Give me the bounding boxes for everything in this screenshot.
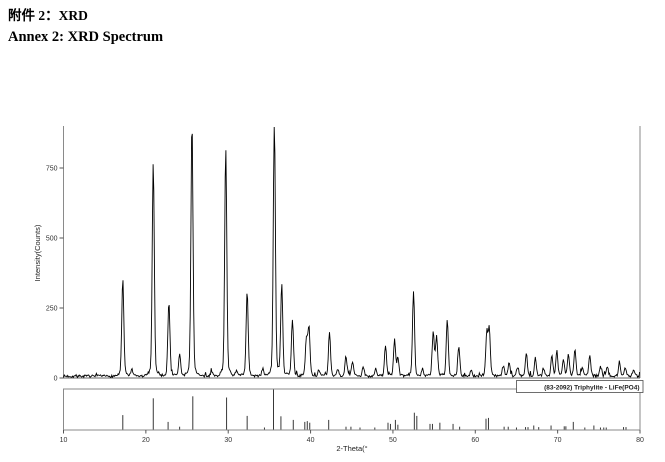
document-header: 附件 2：XRD Annex 2: XRD Spectrum [8,5,163,48]
svg-text:10: 10 [60,437,68,444]
reference-label-box [516,380,644,393]
svg-text:60: 60 [471,437,479,444]
chart-axes [63,126,641,431]
svg-text:40: 40 [307,437,315,444]
xrd-trace [63,126,641,379]
svg-text:50: 50 [389,437,397,444]
x-axis-ticks: 10 20 30 40 50 60 70 80 [60,430,644,444]
svg-text:80: 80 [636,437,644,444]
svg-text:750: 750 [46,166,58,173]
y-axis-ticks: 0 250 500 750 [46,166,64,383]
reference-label: (83-2092) Triphylite - LiFe(PO4) [544,384,639,391]
svg-text:500: 500 [46,236,58,243]
svg-text:20: 20 [142,437,150,444]
svg-text:250: 250 [46,306,58,313]
svg-text:30: 30 [224,437,232,444]
annex-title-english: Annex 2: XRD Spectrum [8,29,164,45]
svg-text:0: 0 [54,376,58,383]
svg-text:70: 70 [554,437,562,444]
x-axis-title: 2-Theta(° [336,444,367,453]
y-axis-title: Intensity(Counts) [33,224,42,281]
reference-stick-pattern [122,389,627,430]
annex-title-chinese: 附件 2：XRD [8,8,88,23]
